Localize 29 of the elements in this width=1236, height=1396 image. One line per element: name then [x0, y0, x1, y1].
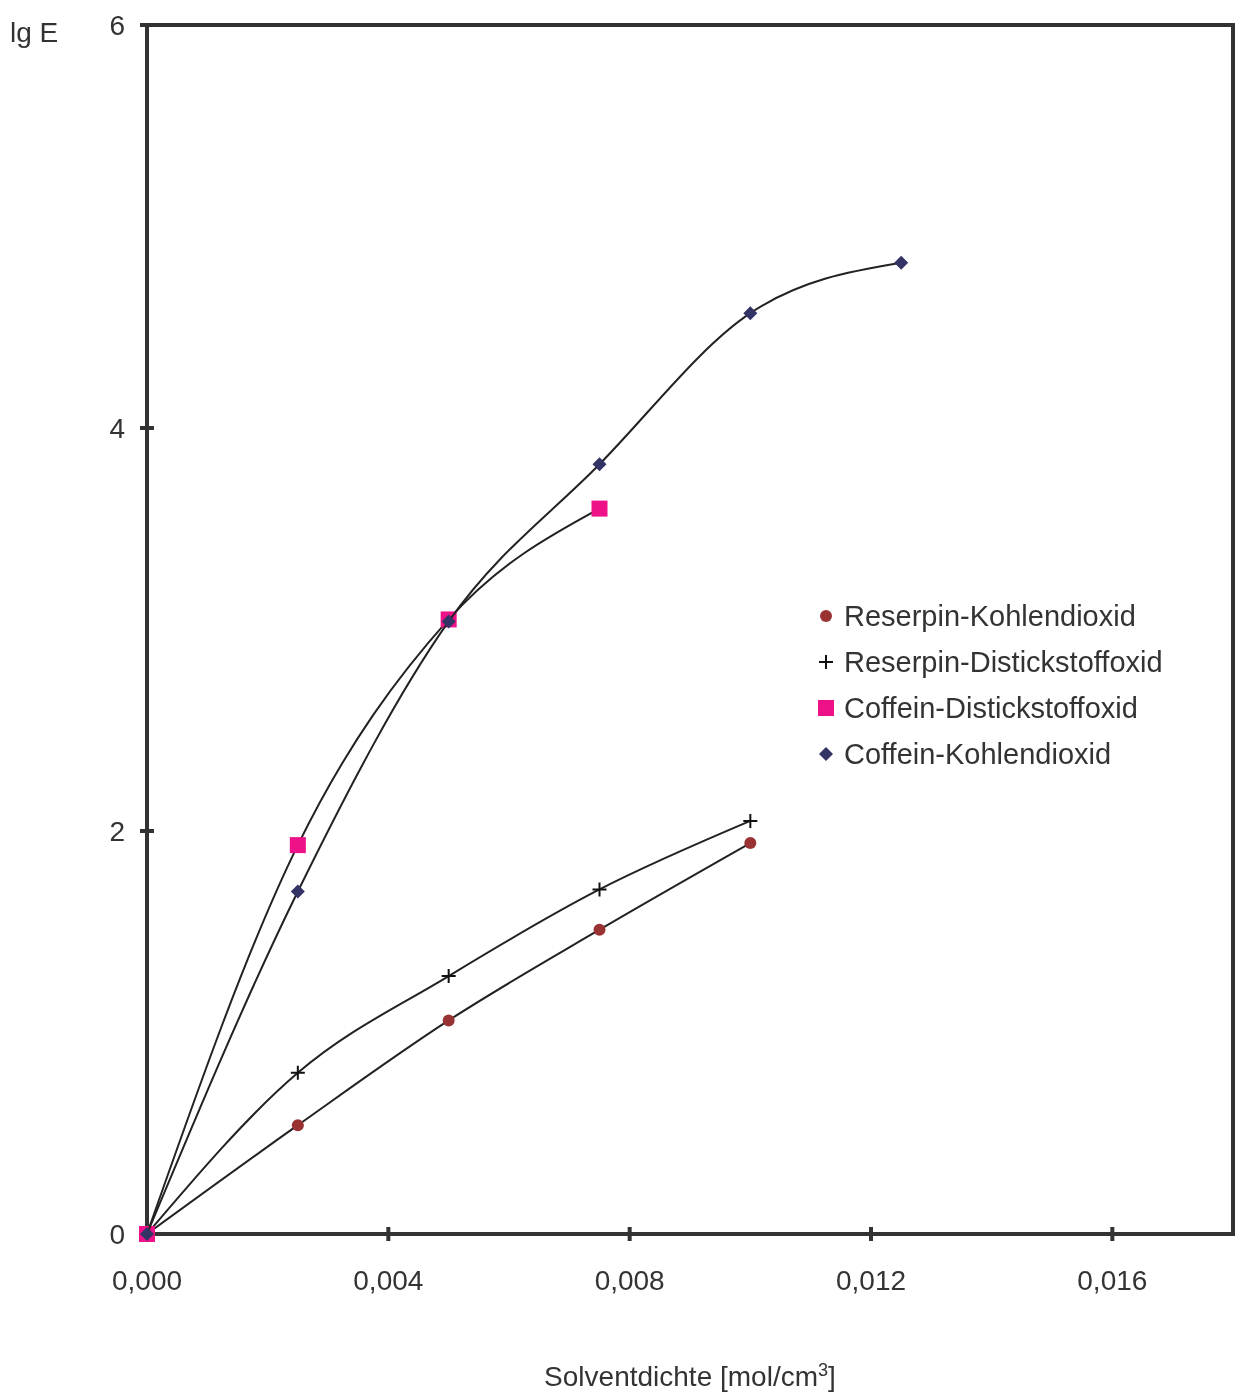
point [743, 813, 758, 828]
point [592, 882, 607, 897]
x-tick-label: 0,012 [835, 1265, 907, 1296]
point [441, 969, 456, 984]
point [894, 255, 909, 270]
y-tick-label: 6 [109, 9, 125, 41]
y-tick-label: 0 [109, 1218, 125, 1250]
y-axis-title: lg E [10, 17, 59, 48]
y-tick-label: 2 [109, 815, 125, 847]
point [291, 1119, 304, 1132]
legend-label: Coffein-Distickstoffoxid [844, 692, 1138, 725]
legend-label: Reserpin-Distickstoffoxid [844, 646, 1163, 679]
y-tick-label: 4 [109, 412, 125, 444]
point [289, 837, 306, 854]
point [593, 923, 606, 936]
point [591, 500, 608, 517]
x-tick-label: 0,016 [1077, 1265, 1148, 1296]
x-tick-label: 0,008 [594, 1265, 665, 1296]
point [743, 306, 758, 321]
x-tick-label: 0,004 [353, 1265, 424, 1296]
legend-label: Coffein-Kohlendioxid [844, 738, 1112, 771]
legend-label: Reserpin-Kohlendioxid [844, 600, 1136, 633]
point [290, 1065, 305, 1080]
point [442, 1014, 455, 1027]
x-axis-title: Solventdichte [mol/cm$^{3}$] [544, 1360, 836, 1392]
point [744, 837, 757, 850]
point [592, 457, 607, 472]
point [290, 884, 305, 899]
x-tick-label: 0,000 [111, 1265, 183, 1296]
